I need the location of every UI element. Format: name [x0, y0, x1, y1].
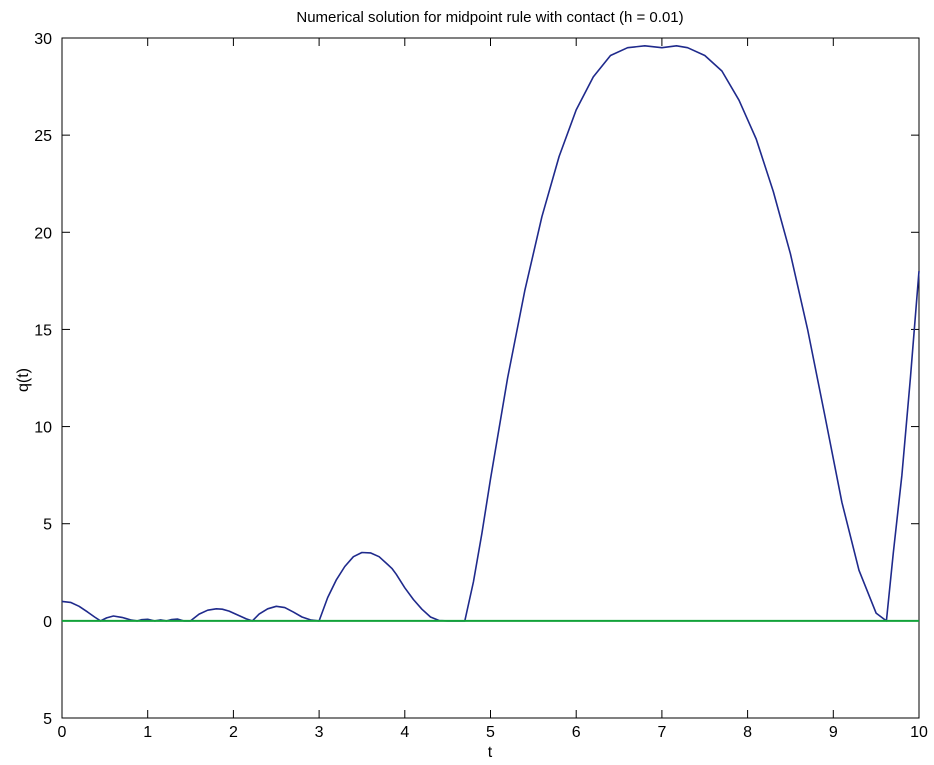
y-tick-label: 30 — [34, 31, 52, 48]
y-axis-ticks: 5 0 5 10 15 20 25 30 — [34, 31, 919, 728]
y-tick-label: 10 — [34, 420, 52, 437]
x-tick-label: 5 — [486, 724, 495, 741]
y-tick-label: 15 — [34, 322, 52, 339]
x-tick-label: 7 — [657, 724, 666, 741]
plot-area-frame — [61, 37, 920, 719]
y-tick-label: 0 — [43, 614, 52, 631]
x-tick-label: 0 — [58, 724, 67, 741]
x-tick-label: 10 — [910, 724, 928, 741]
chart-title: Numerical solution for midpoint rule wit… — [296, 9, 683, 26]
y-tick-label: 5 — [43, 517, 52, 534]
y-tick-label: 20 — [34, 225, 52, 242]
x-tick-label: 9 — [829, 724, 838, 741]
y-tick-label: 25 — [34, 128, 52, 145]
x-tick-label: 6 — [572, 724, 581, 741]
x-tick-label: 8 — [743, 724, 752, 741]
x-axis-ticks: 0 1 2 3 4 5 6 7 8 9 10 — [58, 38, 928, 741]
y-tick-label: 5 — [43, 711, 52, 728]
x-tick-label: 4 — [400, 724, 409, 741]
x-tick-label: 1 — [143, 724, 152, 741]
x-axis-label: t — [488, 744, 493, 761]
y-axis-label: q(t) — [15, 368, 32, 392]
series-layer — [61, 44, 920, 622]
x-tick-label: 2 — [229, 724, 238, 741]
x-tick-label: 3 — [315, 724, 324, 741]
